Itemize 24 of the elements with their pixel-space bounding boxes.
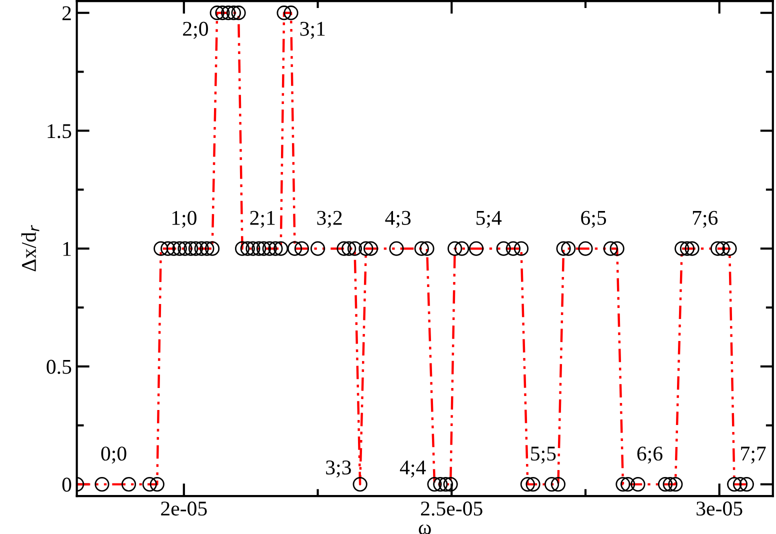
annotation: 7;6 xyxy=(692,210,718,228)
y-tick-label: 0.5 xyxy=(46,360,72,374)
annotation: 2;1 xyxy=(250,210,275,228)
annotation: 4;3 xyxy=(385,210,411,228)
x-tick-label: 2e-05 xyxy=(161,502,207,516)
y-axis-title: Δx/d$_{r}$ xyxy=(21,225,40,272)
x-tick-label: 3e-05 xyxy=(696,502,742,516)
annotation: 6;6 xyxy=(637,446,662,464)
annotation: 1;0 xyxy=(172,210,196,228)
x-tick-label: 2.5e-05 xyxy=(421,502,482,516)
y-tick-label: 1.5 xyxy=(48,124,72,138)
annotation: 3;3 xyxy=(326,460,351,478)
y-tick-label: 0 xyxy=(62,478,72,492)
annotation: 5;4 xyxy=(476,210,502,228)
y-tick-label: 2 xyxy=(62,6,71,20)
annotation: 0;0 xyxy=(101,446,126,464)
annotation: 2;0 xyxy=(183,22,208,39)
annotation: 3;1 xyxy=(300,22,325,39)
annotation: 5;5 xyxy=(531,446,556,464)
annotation: 4;4 xyxy=(400,460,426,478)
annotation: 3;2 xyxy=(317,210,342,228)
annotation: 7;7 xyxy=(741,446,766,464)
y-tick-label: 1 xyxy=(63,242,71,256)
annotation: 6;5 xyxy=(581,210,606,228)
